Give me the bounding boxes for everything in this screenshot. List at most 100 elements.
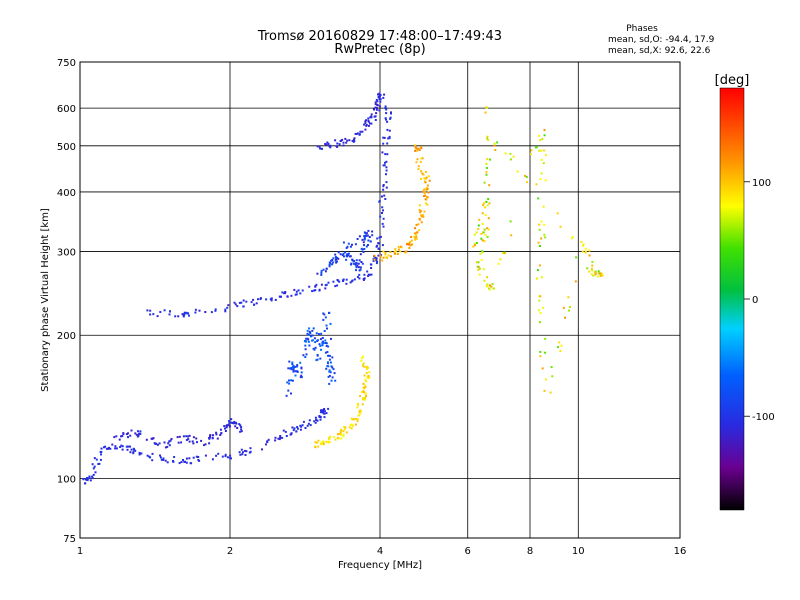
echo-point — [98, 462, 101, 465]
echo-point — [539, 295, 542, 298]
echo-point — [488, 284, 491, 287]
echo-point — [426, 184, 429, 187]
echo-point — [315, 359, 318, 362]
echo-point — [270, 297, 273, 300]
echo-point — [318, 288, 321, 291]
echo-point — [509, 152, 512, 155]
echo-point — [253, 303, 256, 306]
echo-point — [363, 235, 366, 238]
echo-point — [316, 358, 319, 361]
echo-point — [329, 145, 332, 148]
echo-point — [329, 361, 332, 364]
echo-point — [300, 371, 303, 374]
echo-point — [139, 430, 142, 433]
echo-point — [314, 446, 317, 449]
echo-point — [331, 366, 334, 369]
x-tick-label: 1 — [77, 546, 83, 557]
echo-point — [302, 354, 305, 357]
echo-point — [414, 144, 417, 147]
echo-point — [204, 311, 207, 313]
echo-point — [185, 435, 188, 438]
echo-point — [361, 248, 364, 251]
echo-point — [354, 417, 357, 420]
echo-point — [582, 244, 585, 247]
echo-point — [121, 448, 124, 451]
echo-point — [321, 410, 324, 413]
echo-point — [328, 374, 331, 377]
echo-point — [188, 434, 191, 437]
echo-point — [385, 256, 388, 259]
echo-point — [377, 93, 380, 96]
echo-point — [504, 152, 507, 155]
echo-point — [316, 354, 319, 357]
echo-point — [313, 420, 316, 423]
echo-point — [180, 461, 183, 463]
echo-point — [486, 137, 489, 140]
echo-point — [365, 234, 368, 237]
echo-point — [236, 427, 239, 429]
echo-point — [356, 264, 359, 267]
echo-point — [560, 344, 563, 347]
echo-point — [562, 306, 565, 309]
echo-point — [324, 270, 327, 273]
echo-point — [416, 149, 419, 152]
echo-point — [588, 254, 591, 257]
echo-point — [535, 183, 538, 186]
echo-point — [356, 406, 359, 409]
echo-point — [484, 233, 487, 236]
echo-point — [359, 395, 361, 397]
echo-point — [351, 259, 354, 262]
echo-point — [307, 338, 310, 341]
echo-point — [496, 141, 499, 144]
echo-point — [355, 262, 358, 265]
echo-point — [180, 441, 183, 444]
echo-point — [250, 301, 253, 304]
echo-point — [217, 452, 220, 455]
echo-point — [336, 142, 339, 145]
echo-point — [382, 217, 385, 220]
echo-point — [188, 314, 190, 317]
echo-point — [339, 431, 342, 434]
echo-point — [336, 145, 339, 148]
echo-point — [422, 214, 425, 217]
echo-point — [279, 436, 282, 439]
echo-point — [404, 250, 407, 253]
echo-point — [282, 429, 285, 432]
echo-point — [339, 430, 342, 433]
echo-point — [383, 93, 386, 96]
echo-point — [343, 428, 346, 431]
echo-point — [417, 223, 420, 226]
echo-point — [538, 228, 541, 231]
echo-point — [318, 146, 321, 149]
echo-point — [241, 451, 244, 454]
echo-point — [524, 174, 526, 177]
echo-point — [390, 112, 392, 115]
echo-point — [378, 200, 381, 203]
echo-point — [245, 300, 248, 303]
echo-point — [320, 332, 323, 335]
echo-point — [329, 322, 332, 325]
echo-point — [227, 304, 230, 307]
echo-point — [386, 120, 389, 123]
echo-point — [194, 311, 197, 314]
echo-point — [486, 285, 489, 288]
echo-point — [374, 119, 377, 121]
echo-point — [588, 270, 591, 273]
echo-point — [381, 212, 383, 214]
echo-point — [483, 181, 486, 184]
echo-point — [369, 122, 371, 125]
echo-point — [94, 471, 97, 474]
echo-point — [485, 173, 488, 176]
echo-point — [354, 423, 357, 426]
echo-point — [539, 350, 542, 353]
echo-point — [129, 434, 132, 437]
echo-point — [307, 333, 310, 336]
echo-point — [328, 354, 331, 357]
echo-point — [327, 407, 330, 410]
y-tick-label: 500 — [57, 142, 76, 153]
echo-point — [313, 348, 316, 351]
echo-point — [348, 139, 351, 142]
echo-point — [234, 303, 237, 306]
echo-point — [274, 298, 277, 301]
echo-point — [320, 269, 323, 272]
